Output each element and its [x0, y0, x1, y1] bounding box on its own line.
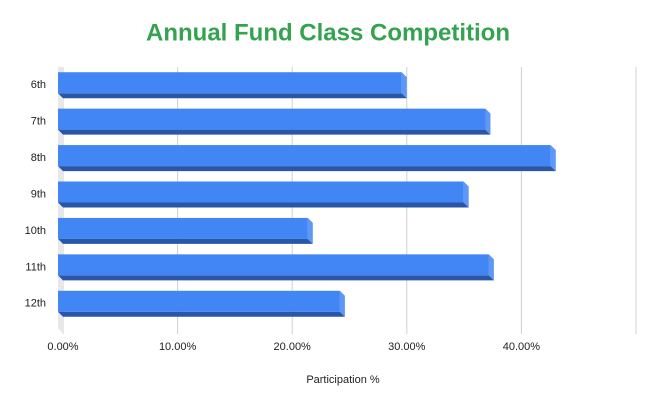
bar-side	[488, 254, 494, 281]
bar	[58, 217, 308, 239]
bar-side	[463, 181, 469, 208]
x-tick-label: 20.00%	[274, 341, 312, 353]
bar-bottom	[58, 311, 345, 317]
bar-bottom	[58, 275, 494, 281]
x-tick-label: 0.00%	[47, 341, 78, 353]
x-axis-title: Participation %	[306, 374, 380, 386]
x-tick-label: 30.00%	[388, 341, 426, 353]
x-tick-label: 40.00%	[503, 341, 541, 353]
bar-bottom	[58, 166, 556, 172]
bar	[58, 145, 551, 167]
y-tick-label: 11th	[25, 261, 46, 273]
bar	[58, 290, 340, 312]
bar-side	[485, 108, 491, 135]
bar	[58, 72, 402, 94]
y-tick-label: 10th	[25, 225, 46, 237]
bar-side	[550, 145, 556, 172]
bar-side	[339, 290, 345, 317]
y-tick-label: 9th	[31, 188, 46, 200]
bar	[58, 254, 489, 276]
y-tick-label: 12th	[25, 298, 46, 310]
bar-bottom	[58, 93, 407, 99]
bar-bottom	[58, 129, 491, 135]
bar	[58, 108, 486, 130]
x-tick-label: 10.00%	[159, 341, 197, 353]
y-tick-label: 8th	[31, 152, 46, 164]
bar-side	[307, 217, 313, 244]
y-tick-label: 6th	[31, 79, 46, 91]
bar	[58, 181, 464, 203]
bar-bottom	[58, 238, 313, 244]
bar-bottom	[58, 202, 469, 208]
chart-title: Annual Fund Class Competition	[146, 19, 510, 46]
y-tick-label: 7th	[31, 116, 46, 128]
bar-side	[401, 72, 407, 99]
